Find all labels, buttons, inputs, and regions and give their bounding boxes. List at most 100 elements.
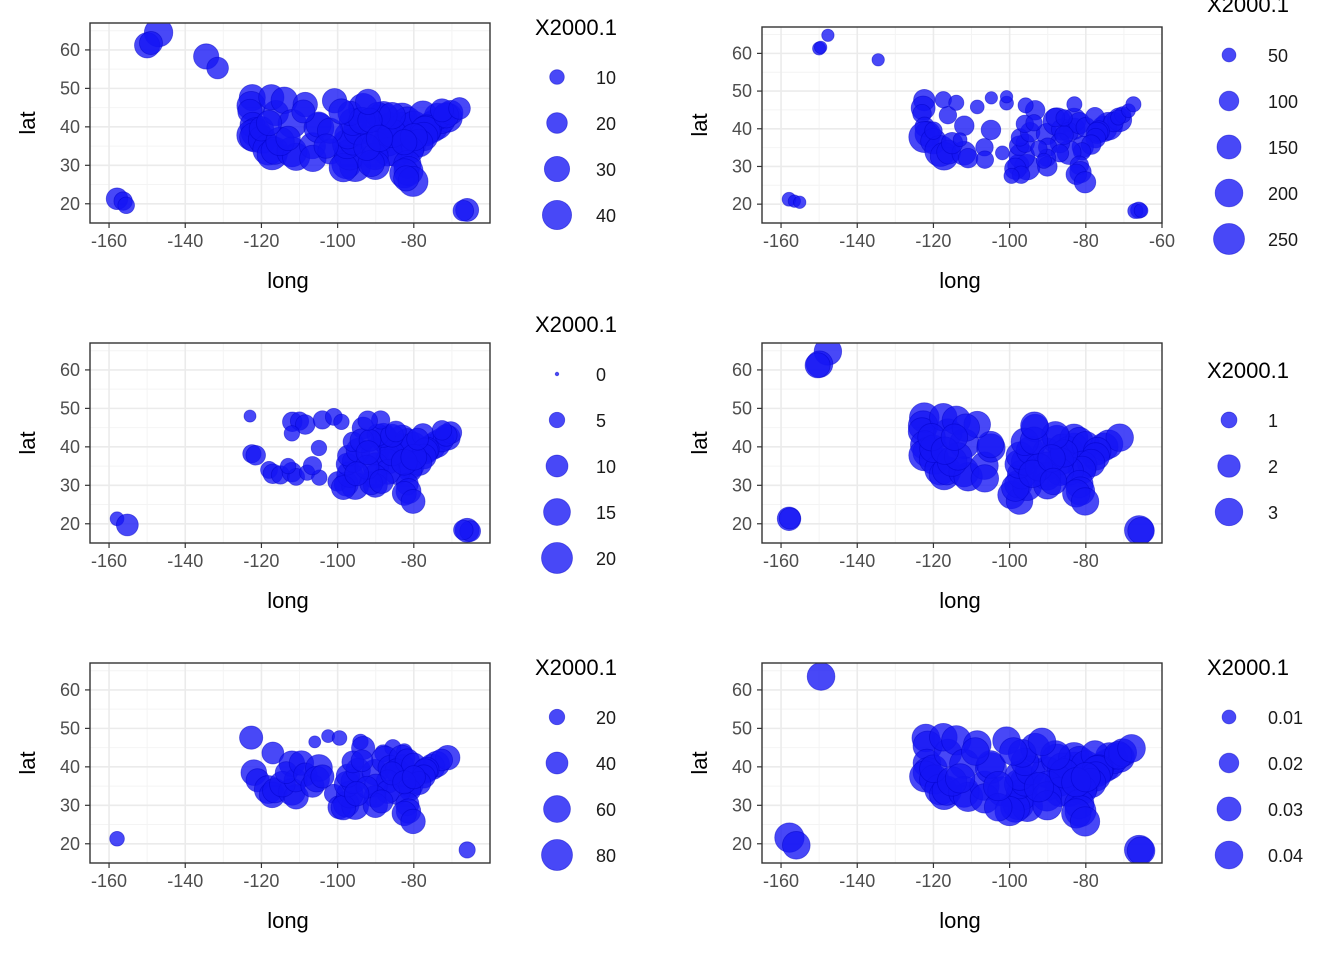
legend-title: X2000.1 — [535, 655, 617, 680]
legend-label: 100 — [1268, 92, 1298, 112]
legend-label: 1 — [1268, 411, 1278, 431]
legend-key — [548, 708, 566, 726]
data-point — [1003, 167, 1020, 184]
x-tick-label: -160 — [91, 871, 127, 891]
data-point — [448, 97, 471, 120]
y-tick-label: 50 — [60, 398, 80, 418]
y-tick-label: 20 — [732, 194, 752, 214]
y-tick-label: 50 — [60, 718, 80, 738]
y-tick-label: 20 — [60, 514, 80, 534]
legend-label: 50 — [1268, 46, 1288, 66]
legend-key — [1221, 47, 1237, 63]
y-axis-title: lat — [15, 751, 40, 774]
data-point — [948, 94, 965, 111]
legend-label: 200 — [1268, 184, 1298, 204]
y-tick-label: 30 — [60, 795, 80, 815]
data-point — [980, 119, 1002, 141]
data-point — [283, 425, 301, 442]
legend-key — [541, 199, 573, 231]
legend-title: X2000.1 — [535, 15, 617, 40]
legend-key — [543, 155, 571, 183]
points — [781, 28, 1149, 219]
size-legend: X2000.1 0.01 0.02 0.03 0.04 — [1207, 655, 1303, 870]
chart-panel-3: -160 -140 -120 -100 -802030405060longlatX200… — [15, 312, 617, 613]
data-point — [804, 352, 831, 379]
x-tick-label: -120 — [915, 551, 951, 571]
y-axis-title: lat — [687, 431, 712, 454]
legend-label: 0.04 — [1268, 846, 1303, 866]
data-point — [975, 150, 995, 169]
y-tick-label: 50 — [732, 81, 752, 101]
x-tick-label: -140 — [167, 871, 203, 891]
x-tick-label: -140 — [839, 551, 875, 571]
legend-key — [541, 542, 573, 574]
data-point — [1020, 411, 1049, 440]
x-tick-label: -80 — [401, 231, 427, 251]
y-tick-label: 60 — [60, 680, 80, 700]
y-tick-label: 60 — [60, 40, 80, 60]
y-tick-label: 40 — [60, 117, 80, 137]
data-point — [806, 663, 836, 691]
x-tick-label: -80 — [401, 871, 427, 891]
panel-border — [761, 342, 1163, 544]
legend-label: 0.02 — [1268, 754, 1303, 774]
legend-label: 40 — [596, 206, 616, 226]
x-tick-label: -120 — [915, 871, 951, 891]
data-point — [1105, 423, 1134, 452]
y-tick-label: 50 — [732, 718, 752, 738]
data-point — [245, 445, 266, 466]
x-tick-label: -100 — [992, 551, 1028, 571]
legend-key — [545, 454, 569, 478]
data-point — [291, 99, 316, 124]
y-tick-label: 20 — [732, 834, 752, 854]
data-point — [328, 98, 355, 125]
x-axis-title: long — [939, 268, 981, 293]
y-tick-label: 60 — [732, 360, 752, 380]
data-point — [999, 737, 1028, 766]
y-tick-label: 20 — [732, 514, 752, 534]
data-point — [976, 430, 1005, 459]
x-tick-label: -160 — [91, 231, 127, 251]
data-point — [206, 56, 229, 80]
x-tick-label: -160 — [763, 871, 799, 891]
x-tick-label: -120 — [243, 871, 279, 891]
data-point — [871, 53, 885, 67]
data-point — [983, 770, 1014, 802]
x-tick-label: -80 — [1073, 871, 1099, 891]
y-tick-label: 30 — [60, 155, 80, 175]
x-axis-title: long — [939, 908, 981, 933]
data-point — [310, 439, 328, 457]
data-point — [393, 165, 420, 192]
data-point — [924, 121, 943, 140]
points — [109, 725, 476, 859]
data-point — [391, 129, 418, 156]
size-legend: X2000.1 20 40 60 80 — [535, 655, 617, 871]
x-axis-title: long — [267, 588, 309, 613]
y-tick-label: 40 — [732, 437, 752, 457]
legend-key — [546, 112, 568, 134]
data-point — [1054, 125, 1074, 145]
x-tick-label: -160 — [91, 551, 127, 571]
data-point — [115, 513, 139, 537]
data-point — [1126, 836, 1156, 863]
x-tick-label: -100 — [320, 871, 356, 891]
legend-key — [1216, 134, 1242, 160]
x-tick-label: -80 — [1073, 231, 1099, 251]
y-tick-label: 20 — [60, 194, 80, 214]
data-point — [138, 31, 163, 55]
legend-key — [554, 371, 560, 377]
y-tick-label: 30 — [732, 475, 752, 495]
data-point — [1039, 467, 1068, 496]
data-point — [344, 781, 370, 807]
y-tick-label: 60 — [60, 360, 80, 380]
size-legend: X2000.1 1 2 3 — [1207, 358, 1289, 527]
data-point — [313, 133, 339, 159]
legend-label: 5 — [596, 411, 606, 431]
legend-title: X2000.1 — [535, 312, 617, 337]
x-tick-label: -120 — [915, 231, 951, 251]
y-tick-label: 30 — [732, 156, 752, 176]
data-point — [999, 90, 1014, 104]
data-point — [1023, 772, 1055, 803]
y-axis-title: lat — [687, 113, 712, 136]
